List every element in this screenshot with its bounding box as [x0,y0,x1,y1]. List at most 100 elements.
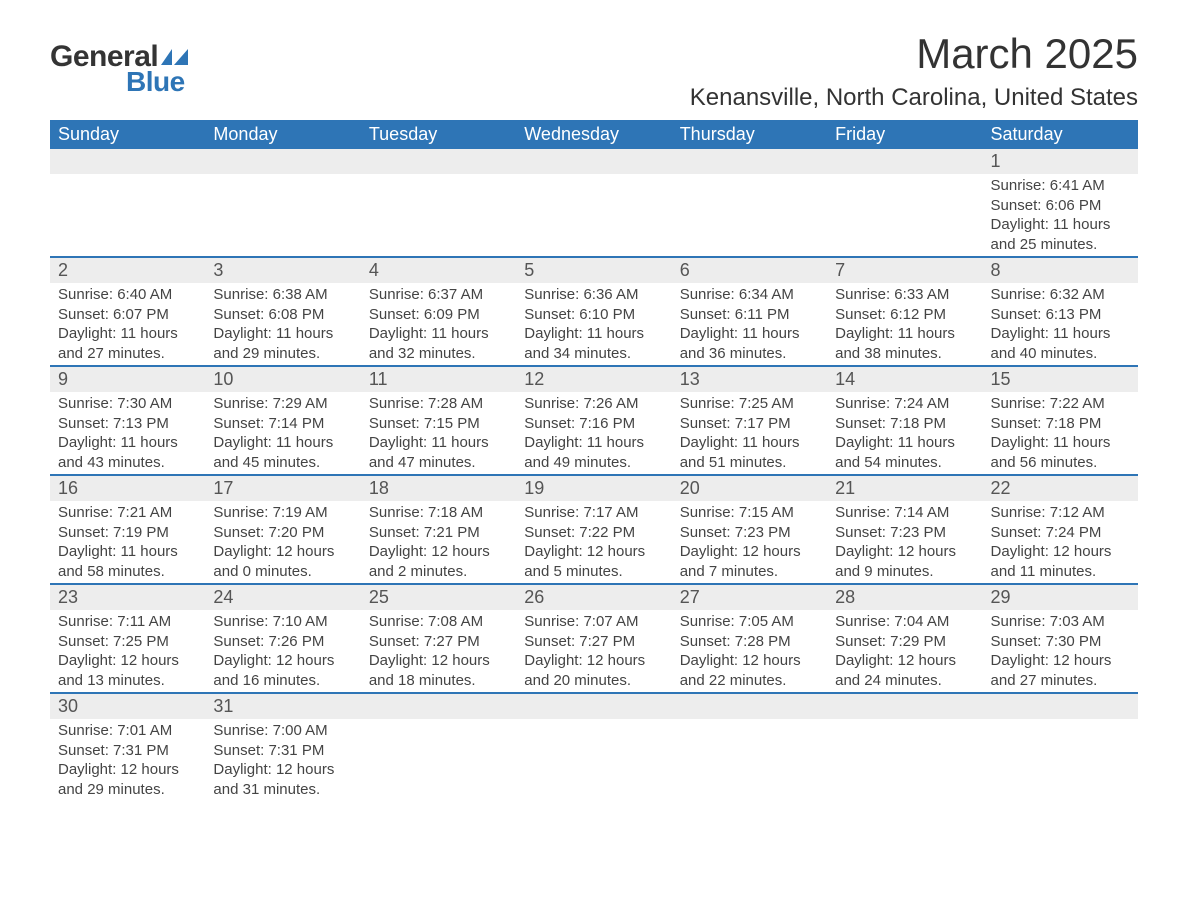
sunrise-line: Sunrise: 7:08 AM [369,612,508,632]
sunrise-line: Sunrise: 7:30 AM [58,394,197,414]
calendar-cell: 6Sunrise: 6:34 AMSunset: 6:11 PMDaylight… [672,257,827,366]
day-number [672,694,827,719]
calendar-cell [205,149,360,257]
day-data: Sunrise: 6:33 AMSunset: 6:12 PMDaylight:… [827,283,982,365]
day-number [983,694,1138,719]
daylight-line: Daylight: 12 hours and 27 minutes. [991,651,1130,690]
daylight-line: Daylight: 11 hours and 34 minutes. [524,324,663,363]
day-data: Sunrise: 7:05 AMSunset: 7:28 PMDaylight:… [672,610,827,692]
daylight-line: Daylight: 11 hours and 56 minutes. [991,433,1130,472]
sunset-line: Sunset: 7:15 PM [369,414,508,434]
day-number: 11 [361,367,516,392]
sunrise-line: Sunrise: 6:40 AM [58,285,197,305]
day-number [516,149,671,174]
day-number: 21 [827,476,982,501]
sunset-line: Sunset: 7:17 PM [680,414,819,434]
day-number [205,149,360,174]
calendar-cell: 18Sunrise: 7:18 AMSunset: 7:21 PMDayligh… [361,475,516,584]
day-data [516,719,671,797]
day-data: Sunrise: 7:03 AMSunset: 7:30 PMDaylight:… [983,610,1138,692]
day-number [672,149,827,174]
day-data: Sunrise: 6:41 AMSunset: 6:06 PMDaylight:… [983,174,1138,256]
day-data: Sunrise: 7:28 AMSunset: 7:15 PMDaylight:… [361,392,516,474]
day-data: Sunrise: 7:11 AMSunset: 7:25 PMDaylight:… [50,610,205,692]
day-data [516,174,671,252]
calendar-cell: 16Sunrise: 7:21 AMSunset: 7:19 PMDayligh… [50,475,205,584]
calendar-cell: 1Sunrise: 6:41 AMSunset: 6:06 PMDaylight… [983,149,1138,257]
calendar-cell [361,149,516,257]
sunrise-line: Sunrise: 7:15 AM [680,503,819,523]
day-number: 10 [205,367,360,392]
day-data [983,719,1138,797]
calendar-cell [516,149,671,257]
day-data [672,174,827,252]
sunrise-line: Sunrise: 7:26 AM [524,394,663,414]
sunset-line: Sunset: 7:23 PM [835,523,974,543]
day-data: Sunrise: 6:36 AMSunset: 6:10 PMDaylight:… [516,283,671,365]
calendar-cell: 12Sunrise: 7:26 AMSunset: 7:16 PMDayligh… [516,366,671,475]
day-number: 27 [672,585,827,610]
day-number: 18 [361,476,516,501]
sunrise-line: Sunrise: 7:19 AM [213,503,352,523]
calendar-cell [983,693,1138,801]
calendar-cell: 24Sunrise: 7:10 AMSunset: 7:26 PMDayligh… [205,584,360,693]
daylight-line: Daylight: 12 hours and 7 minutes. [680,542,819,581]
day-number [827,149,982,174]
daylight-line: Daylight: 12 hours and 22 minutes. [680,651,819,690]
calendar-cell: 28Sunrise: 7:04 AMSunset: 7:29 PMDayligh… [827,584,982,693]
day-number: 19 [516,476,671,501]
daylight-line: Daylight: 11 hours and 29 minutes. [213,324,352,363]
daylight-line: Daylight: 11 hours and 47 minutes. [369,433,508,472]
sunset-line: Sunset: 6:06 PM [991,196,1130,216]
sunrise-line: Sunrise: 7:05 AM [680,612,819,632]
day-data: Sunrise: 6:38 AMSunset: 6:08 PMDaylight:… [205,283,360,365]
day-number: 1 [983,149,1138,174]
sunset-line: Sunset: 7:14 PM [213,414,352,434]
day-number: 16 [50,476,205,501]
sunset-line: Sunset: 7:13 PM [58,414,197,434]
daylight-line: Daylight: 11 hours and 36 minutes. [680,324,819,363]
calendar-cell: 30Sunrise: 7:01 AMSunset: 7:31 PMDayligh… [50,693,205,801]
daylight-line: Daylight: 11 hours and 49 minutes. [524,433,663,472]
day-number: 28 [827,585,982,610]
day-number: 29 [983,585,1138,610]
logo: General Blue [50,40,189,98]
weekday-header: Saturday [983,120,1138,149]
day-data [361,174,516,252]
weekday-header-row: SundayMondayTuesdayWednesdayThursdayFrid… [50,120,1138,149]
calendar-cell [672,149,827,257]
daylight-line: Daylight: 12 hours and 20 minutes. [524,651,663,690]
day-data: Sunrise: 7:18 AMSunset: 7:21 PMDaylight:… [361,501,516,583]
day-number: 17 [205,476,360,501]
daylight-line: Daylight: 12 hours and 13 minutes. [58,651,197,690]
day-data: Sunrise: 7:21 AMSunset: 7:19 PMDaylight:… [50,501,205,583]
day-number: 15 [983,367,1138,392]
sunrise-line: Sunrise: 6:34 AM [680,285,819,305]
daylight-line: Daylight: 11 hours and 25 minutes. [991,215,1130,254]
calendar-cell: 2Sunrise: 6:40 AMSunset: 6:07 PMDaylight… [50,257,205,366]
calendar-week-row: 23Sunrise: 7:11 AMSunset: 7:25 PMDayligh… [50,584,1138,693]
day-number: 30 [50,694,205,719]
calendar-cell [361,693,516,801]
day-data: Sunrise: 6:32 AMSunset: 6:13 PMDaylight:… [983,283,1138,365]
weekday-header: Thursday [672,120,827,149]
day-number: 12 [516,367,671,392]
calendar-cell: 14Sunrise: 7:24 AMSunset: 7:18 PMDayligh… [827,366,982,475]
daylight-line: Daylight: 11 hours and 38 minutes. [835,324,974,363]
calendar-cell: 10Sunrise: 7:29 AMSunset: 7:14 PMDayligh… [205,366,360,475]
calendar-cell: 13Sunrise: 7:25 AMSunset: 7:17 PMDayligh… [672,366,827,475]
daylight-line: Daylight: 12 hours and 2 minutes. [369,542,508,581]
day-data: Sunrise: 7:00 AMSunset: 7:31 PMDaylight:… [205,719,360,801]
day-data [205,174,360,252]
daylight-line: Daylight: 11 hours and 43 minutes. [58,433,197,472]
sunset-line: Sunset: 7:21 PM [369,523,508,543]
calendar-body: 1Sunrise: 6:41 AMSunset: 6:06 PMDaylight… [50,149,1138,801]
sunrise-line: Sunrise: 6:36 AM [524,285,663,305]
calendar-week-row: 9Sunrise: 7:30 AMSunset: 7:13 PMDaylight… [50,366,1138,475]
day-number: 6 [672,258,827,283]
calendar-cell: 29Sunrise: 7:03 AMSunset: 7:30 PMDayligh… [983,584,1138,693]
sunrise-line: Sunrise: 7:21 AM [58,503,197,523]
day-data: Sunrise: 7:26 AMSunset: 7:16 PMDaylight:… [516,392,671,474]
sunrise-line: Sunrise: 6:33 AM [835,285,974,305]
sunrise-line: Sunrise: 7:25 AM [680,394,819,414]
